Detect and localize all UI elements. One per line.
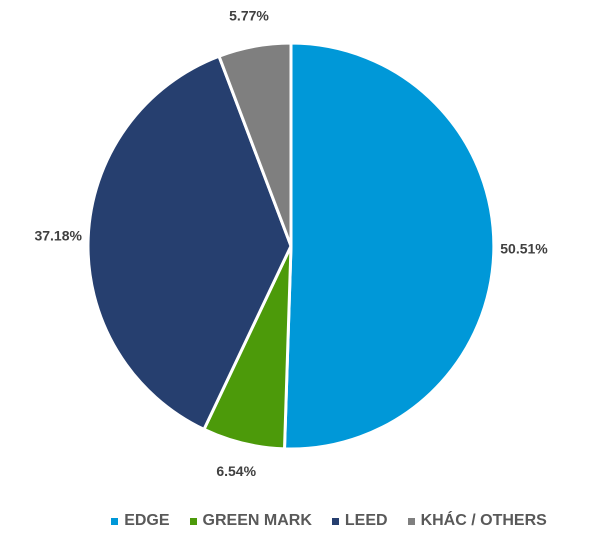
pie-slices xyxy=(86,41,496,451)
pie-chart: 50.51% 6.54% 37.18% 5.77% xyxy=(34,8,548,480)
pie-slice-leed xyxy=(86,54,293,431)
legend-swatch-leed xyxy=(331,517,339,525)
legend-label: EDGE xyxy=(124,512,170,529)
data-label-kh-c-others: 5.77% xyxy=(229,8,269,24)
legend-item-leed: LEED xyxy=(331,512,388,530)
pie-slice-edge xyxy=(283,41,496,451)
legend-swatch-kh-c-others xyxy=(407,517,415,525)
data-label-leed: 37.18% xyxy=(34,227,82,243)
legend-item-edge: EDGE xyxy=(111,512,170,530)
legend-swatch-green-mark xyxy=(189,517,197,525)
legend-label: GREEN MARK xyxy=(202,512,312,529)
data-label-green-mark: 6.54% xyxy=(216,463,256,479)
pie-slice-kh-c-others xyxy=(217,41,293,248)
legend-swatch-edge xyxy=(111,517,119,525)
legend-label: KHÁC / OTHERS xyxy=(420,512,547,529)
pie-chart-svg: 50.51% 6.54% 37.18% 5.77% xyxy=(34,8,548,480)
pie-data-labels: 50.51% 6.54% 37.18% 5.77% xyxy=(34,8,548,480)
legend-item-green-mark: GREEN MARK xyxy=(189,512,312,530)
legend-item-kh-c-others: KHÁC / OTHERS xyxy=(407,512,547,530)
data-label-edge: 50.51% xyxy=(500,240,548,256)
legend-label: LEED xyxy=(344,512,388,529)
chart-legend: EDGE GREEN MARK LEED KHÁC / OTHERS xyxy=(0,506,598,536)
